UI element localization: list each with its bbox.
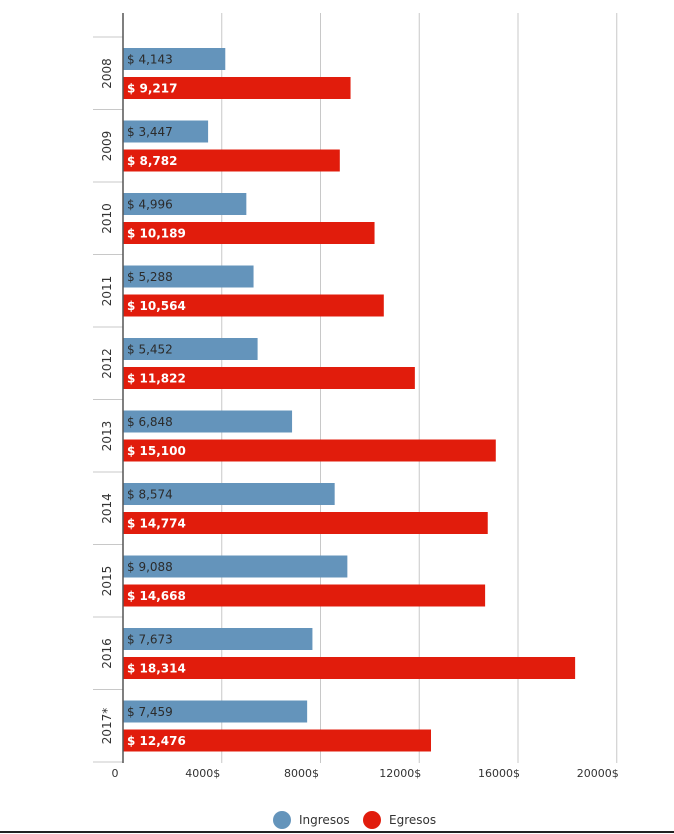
bar-label-egresos-2010: $ 10,189 [127,227,186,241]
bar-ingresos-2017* [123,700,308,723]
category-label-2016: 2016 [100,638,114,669]
bar-egresos-2016 [123,657,576,679]
bar-label-ingresos-2009: $ 3,447 [127,125,173,139]
x-tick-label-16000$: 16000$ [478,767,520,780]
bar-ingresos-2013 [123,410,293,433]
legend-label-egresos: Egresos [389,813,436,827]
bar-label-ingresos-2010: $ 4,996 [127,198,173,212]
x-tick-label-20000$: 20000$ [577,767,619,780]
bar-label-egresos-2009: $ 8,782 [127,154,177,168]
axes: 2008 2009 2010 2011 2012 2013 2014 2015 2016 2017… [93,13,619,780]
category-label-2012: 2012 [100,348,114,379]
x-tick-label-8000$: 8000$ [284,767,319,780]
bar-label-egresos-2013: $ 15,100 [127,444,186,458]
bar-egresos-2012 [123,367,415,389]
bar-label-ingresos-2012: $ 5,452 [127,343,173,357]
x-tick-label-4000$: 4000$ [185,767,220,780]
bar-ingresos-2009 [123,120,209,143]
category-label-2015: 2015 [100,566,114,597]
bar-label-ingresos-2016: $ 7,673 [127,633,173,647]
bar-ingresos-2010 [123,193,247,215]
legend-label-ingresos: Ingresos [299,813,350,827]
bar-label-ingresos-2014: $ 8,574 [127,488,173,502]
bar-label-ingresos-2008: $ 4,143 [127,53,173,67]
category-label-2008: 2008 [100,58,114,89]
category-label-2014: 2014 [100,493,114,524]
legend: Ingresos Egresos [273,811,436,829]
bar-label-ingresos-2015: $ 9,088 [127,560,173,574]
x-tick-label-12000$: 12000$ [379,767,421,780]
bar-label-egresos-2008: $ 9,217 [127,82,177,96]
bar-label-egresos-2011: $ 10,564 [127,299,186,313]
bar-label-ingresos-2017*: $ 7,459 [127,705,173,719]
bar-label-egresos-2017*: $ 12,476 [127,734,186,748]
legend-marker-egresos [363,811,381,829]
category-label-2011: 2011 [100,276,114,307]
bar-egresos-2017* [123,729,432,752]
category-label-2010: 2010 [100,203,114,234]
bar-ingresos-2016 [123,628,313,650]
bar-label-egresos-2012: $ 11,822 [127,372,186,386]
bar-label-ingresos-2011: $ 5,288 [127,270,173,284]
bar-ingresos-2012 [123,338,258,360]
bar-ingresos-2014 [123,483,335,505]
bars: $ 4,143 $ 9,217 $ 3,447 $ 8,782 $ 4,996 $ 10,… [123,48,576,752]
bar-egresos-2011 [123,294,384,317]
bar-ingresos-2011 [123,265,254,288]
bar-egresos-2010 [123,222,375,244]
bar-label-egresos-2014: $ 14,774 [127,517,186,531]
bar-egresos-2015 [123,584,486,607]
category-label-2017*: 2017* [100,708,114,745]
bar-egresos-2013 [123,439,496,462]
bar-ingresos-2008 [123,48,226,70]
bar-label-ingresos-2013: $ 6,848 [127,415,173,429]
bar-ingresos-2015 [123,555,348,578]
legend-marker-ingresos [273,811,291,829]
bar-label-egresos-2016: $ 18,314 [127,662,186,676]
category-label-2013: 2013 [100,421,114,452]
x-tick-label-0: 0 [112,767,119,780]
bottom-divider [0,831,674,833]
bar-egresos-2009 [123,149,340,172]
bar-label-egresos-2015: $ 14,668 [127,589,186,603]
bar-egresos-2008 [123,77,351,99]
bar-egresos-2014 [123,512,488,534]
category-label-2009: 2009 [100,131,114,162]
